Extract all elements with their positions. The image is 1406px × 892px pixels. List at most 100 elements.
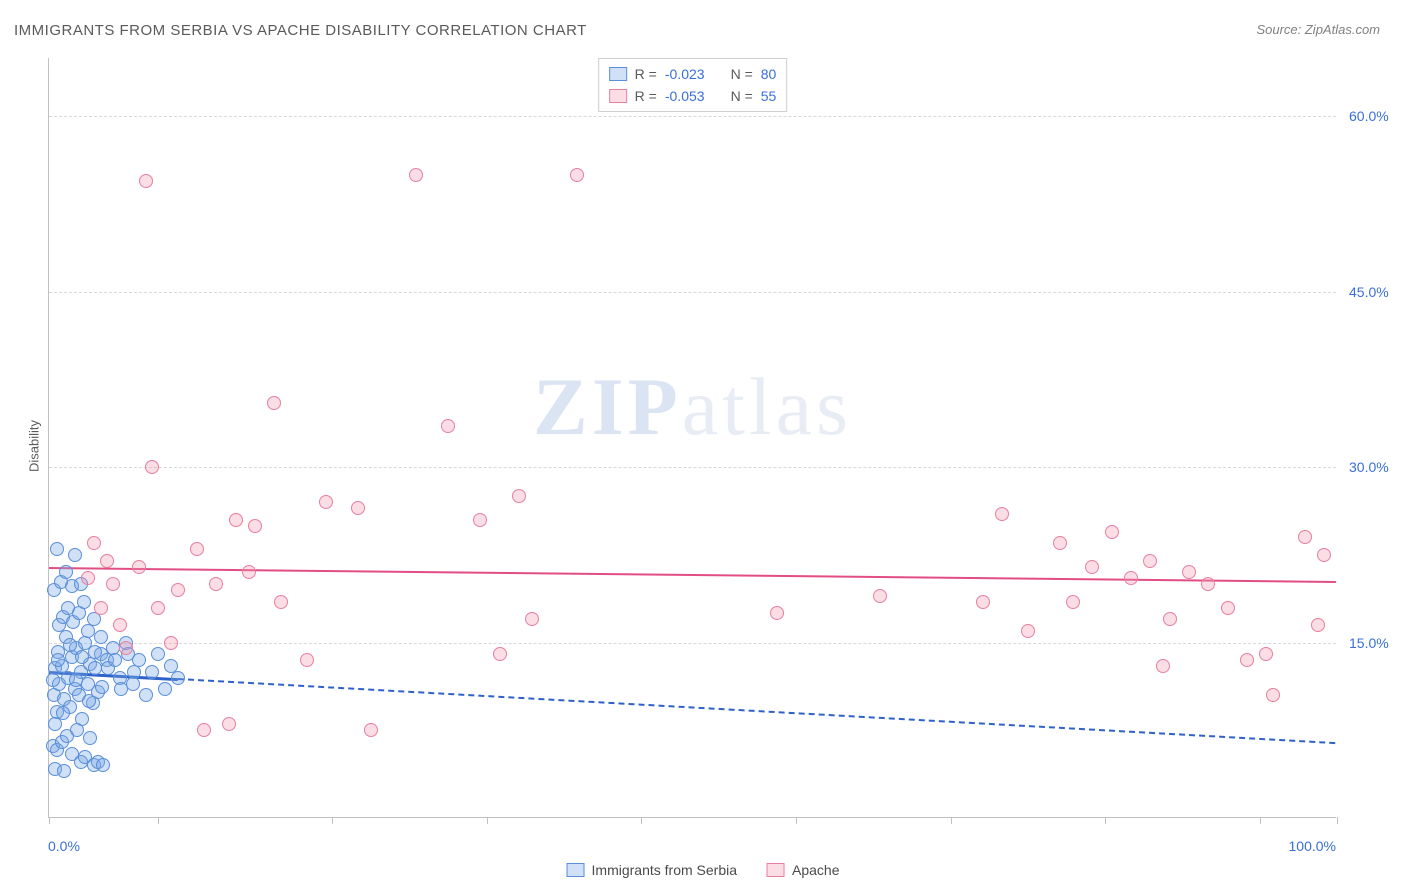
x-tick: [332, 817, 333, 824]
data-point: [139, 174, 153, 188]
data-point: [1317, 548, 1331, 562]
x-tick: [1260, 817, 1261, 824]
legend-label: Apache: [792, 862, 839, 878]
source-label: Source: ZipAtlas.com: [1256, 22, 1380, 37]
legend-item: Apache: [767, 862, 839, 878]
legend-swatch: [567, 863, 585, 877]
data-point: [267, 396, 281, 410]
data-point: [274, 595, 288, 609]
x-axis-max: 100.0%: [1289, 838, 1336, 854]
data-point: [132, 560, 146, 574]
data-point: [364, 723, 378, 737]
data-point: [151, 647, 165, 661]
x-tick: [1337, 817, 1338, 824]
y-tick-label: 60.0%: [1349, 108, 1389, 124]
data-point: [1053, 536, 1067, 550]
x-tick: [641, 817, 642, 824]
legend-r-value: -0.023: [665, 66, 705, 82]
data-point: [87, 536, 101, 550]
x-tick: [951, 817, 952, 824]
correlation-legend: R =-0.023N =80R =-0.053N =55: [598, 58, 788, 112]
legend-label: Immigrants from Serbia: [592, 862, 737, 878]
data-point: [209, 577, 223, 591]
data-point: [1182, 565, 1196, 579]
data-point: [127, 665, 141, 679]
legend-swatch: [767, 863, 785, 877]
data-point: [1298, 530, 1312, 544]
data-point: [770, 606, 784, 620]
data-point: [1221, 601, 1235, 615]
data-point: [108, 653, 122, 667]
data-point: [68, 548, 82, 562]
data-point: [248, 519, 262, 533]
data-point: [1143, 554, 1157, 568]
data-point: [50, 542, 64, 556]
data-point: [473, 513, 487, 527]
data-point: [197, 723, 211, 737]
data-point: [570, 168, 584, 182]
data-point: [1266, 688, 1280, 702]
data-point: [158, 682, 172, 696]
legend-r-label: R =: [635, 88, 657, 104]
data-point: [222, 717, 236, 731]
y-axis-label: Disability: [27, 420, 42, 472]
data-point: [139, 688, 153, 702]
legend-n-value: 80: [761, 66, 777, 82]
data-point: [1085, 560, 1099, 574]
data-point: [145, 665, 159, 679]
x-tick: [487, 817, 488, 824]
data-point: [70, 723, 84, 737]
gridline: [49, 467, 1336, 468]
x-tick: [49, 817, 50, 824]
data-point: [106, 577, 120, 591]
data-point: [995, 507, 1009, 521]
data-point: [351, 501, 365, 515]
data-point: [100, 554, 114, 568]
legend-row: R =-0.053N =55: [609, 85, 777, 107]
series-legend: Immigrants from Serbia Apache: [567, 862, 840, 878]
legend-r-value: -0.053: [665, 88, 705, 104]
data-point: [493, 647, 507, 661]
legend-n-label: N =: [731, 66, 753, 82]
data-point: [164, 636, 178, 650]
chart-title: IMMIGRANTS FROM SERBIA VS APACHE DISABIL…: [14, 22, 587, 39]
data-point: [190, 542, 204, 556]
data-point: [94, 630, 108, 644]
data-point: [94, 601, 108, 615]
data-point: [82, 694, 96, 708]
data-point: [1240, 653, 1254, 667]
legend-r-label: R =: [635, 66, 657, 82]
data-point: [171, 671, 185, 685]
legend-item: Immigrants from Serbia: [567, 862, 737, 878]
data-point: [1021, 624, 1035, 638]
data-point: [1105, 525, 1119, 539]
data-point: [242, 565, 256, 579]
x-tick: [796, 817, 797, 824]
data-point: [1201, 577, 1215, 591]
data-point: [57, 764, 71, 778]
gridline: [49, 116, 1336, 117]
data-point: [59, 565, 73, 579]
x-tick: [1105, 817, 1106, 824]
data-point: [441, 419, 455, 433]
data-point: [319, 495, 333, 509]
data-point: [56, 706, 70, 720]
data-point: [1066, 595, 1080, 609]
data-point: [873, 589, 887, 603]
data-point: [51, 653, 65, 667]
data-point: [77, 595, 91, 609]
data-point: [1163, 612, 1177, 626]
data-point: [95, 680, 109, 694]
data-point: [976, 595, 990, 609]
legend-row: R = -0.023 N = 80: [609, 63, 777, 85]
data-point: [1124, 571, 1138, 585]
legend-n-label: N =: [731, 88, 753, 104]
data-point: [300, 653, 314, 667]
y-tick-label: 15.0%: [1349, 635, 1389, 651]
data-point: [1156, 659, 1170, 673]
data-point: [88, 645, 102, 659]
gridline: [49, 643, 1336, 644]
data-point: [96, 758, 110, 772]
data-point: [145, 460, 159, 474]
data-point: [525, 612, 539, 626]
